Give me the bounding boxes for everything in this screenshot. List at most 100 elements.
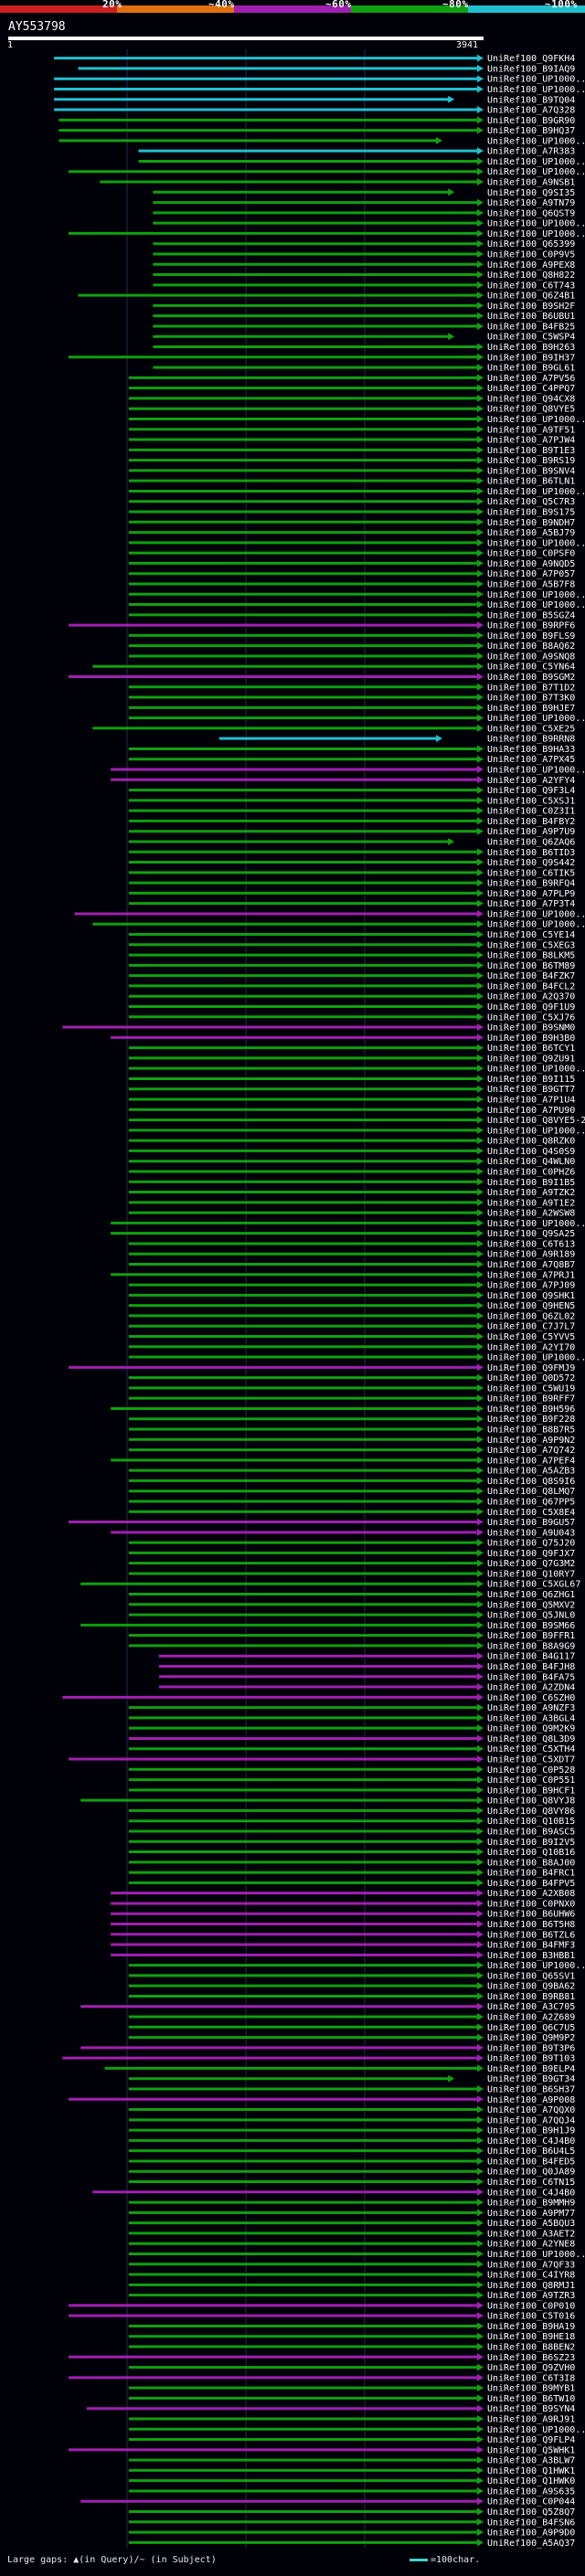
alignment-arrow-103 xyxy=(477,1106,484,1114)
hit-label-99: UniRef100_UP1000.. xyxy=(487,1065,585,1075)
alignment-arrow-220 xyxy=(477,2312,484,2320)
hit-label-91: UniRef100_B4FCL2 xyxy=(487,981,575,991)
hit-label-13: UniRef100_A9NSB1 xyxy=(487,178,575,188)
alignment-arrow-92 xyxy=(477,992,484,1001)
hit-label-117: UniRef100_A9R189 xyxy=(487,1250,575,1260)
alignment-arrow-104 xyxy=(477,1116,484,1124)
hit-label-27: UniRef100_B4FB25 xyxy=(487,322,575,332)
hit-label-185: UniRef100_B3HBB1 xyxy=(487,1951,575,1961)
alignment-arrow-32 xyxy=(477,374,484,382)
alignment-arrow-24 xyxy=(477,292,484,300)
hit-label-189: UniRef100_B9RB81 xyxy=(487,1992,575,2002)
alignment-arrow-173 xyxy=(477,1827,484,1835)
hit-label-45: UniRef100_B9S175 xyxy=(487,508,575,518)
hit-label-199: UniRef100_A9P008 xyxy=(487,2095,575,2105)
alignment-arrow-56 xyxy=(477,621,484,630)
hit-label-172: UniRef100_Q10B15 xyxy=(487,1817,575,1827)
alignment-arrow-4 xyxy=(477,85,484,93)
hit-label-145: UniRef100_Q75J20 xyxy=(487,1539,575,1549)
hit-label-156: UniRef100_B4G117 xyxy=(487,1652,575,1662)
hit-label-230: UniRef100_A9RJ91 xyxy=(487,2414,575,2424)
hit-label-84: UniRef100_UP1000.. xyxy=(487,909,585,919)
hit-label-141: UniRef100_Q67PP5 xyxy=(487,1497,575,1507)
alignment-arrow-178 xyxy=(477,1879,484,1887)
hit-label-35: UniRef100_Q8VYE5 xyxy=(487,405,575,415)
alignment-arrow-210 xyxy=(477,2209,484,2217)
alignment-arrow-35 xyxy=(477,405,484,413)
identity-color-legend: 20% ~40% ~60% ~80% ~100% xyxy=(0,0,585,18)
alignment-arrow-161 xyxy=(477,1703,484,1712)
alignment-arrow-21 xyxy=(477,260,484,269)
alignment-arrow-137 xyxy=(477,1456,484,1464)
alignment-arrow-125 xyxy=(477,1332,484,1341)
alignment-arrow-180 xyxy=(477,1899,484,1907)
alignment-arrow-41 xyxy=(477,466,484,474)
query-name: AY553798 xyxy=(8,20,66,34)
alignment-arrow-60 xyxy=(477,663,484,671)
hit-label-229: UniRef100_B9SYN4 xyxy=(487,2404,575,2414)
hit-label-149: UniRef100_C5XGL67 xyxy=(487,1580,580,1590)
hit-label-53: UniRef100_UP1000.. xyxy=(487,590,585,600)
scale-legend-text: =100char. xyxy=(431,2555,481,2565)
alignment-arrow-43 xyxy=(477,487,484,495)
hit-label-15: UniRef100_A9TN79 xyxy=(487,198,575,208)
alignment-arrow-166 xyxy=(477,1755,484,1764)
alignment-arrow-186 xyxy=(477,1961,484,1969)
hit-label-81: UniRef100_B9RFQ4 xyxy=(487,879,575,889)
alignment-arrow-67 xyxy=(436,735,443,743)
alignment-arrow-23 xyxy=(477,281,484,289)
hit-label-112: UniRef100_A9T1E2 xyxy=(487,1198,575,1208)
hit-label-46: UniRef100_B9NDH7 xyxy=(487,518,575,528)
alignment-arrow-10 xyxy=(477,147,484,155)
alignment-arrow-121 xyxy=(477,1291,484,1299)
hit-label-5: UniRef100_B9TQ04 xyxy=(487,95,575,105)
hit-label-240: UniRef100_B4FSN6 xyxy=(487,2518,575,2528)
alignment-arrow-53 xyxy=(477,590,484,599)
alignment-arrow-55 xyxy=(477,610,484,619)
alignment-arrow-227 xyxy=(477,2384,484,2392)
hit-label-164: UniRef100_Q8L3D9 xyxy=(487,1734,575,1744)
hit-label-90: UniRef100_B4FZK7 xyxy=(487,971,575,981)
alignment-arrow-207 xyxy=(477,2178,484,2186)
alignment-arrow-127 xyxy=(477,1353,484,1362)
hit-label-225: UniRef100_Q9ZVH0 xyxy=(487,2363,575,2373)
hit-label-144: UniRef100_A9U043 xyxy=(487,1528,575,1538)
alignment-arrow-13 xyxy=(477,178,484,186)
alignment-arrow-93 xyxy=(477,1002,484,1011)
hit-label-54: UniRef100_UP1000.. xyxy=(487,600,585,610)
alignment-arrow-99 xyxy=(477,1065,484,1073)
hit-label-140: UniRef100_Q8LMQ7 xyxy=(487,1487,575,1497)
hit-label-162: UniRef100_A3BGL4 xyxy=(487,1713,575,1723)
alignment-arrow-174 xyxy=(477,1838,484,1846)
footer-legend: Large gaps: ▲(in Query)/~ (in Subject) =… xyxy=(7,2555,578,2571)
alignment-arrow-37 xyxy=(477,425,484,433)
alignment-arrow-102 xyxy=(477,1096,484,1104)
hit-label-12: UniRef100_UP1000.. xyxy=(487,167,585,177)
hit-label-167: UniRef100_C0P528 xyxy=(487,1765,575,1776)
hit-label-180: UniRef100_C0PNX0 xyxy=(487,1899,575,1909)
hit-label-67: UniRef100_B9RRN8 xyxy=(487,735,575,745)
hit-label-122: UniRef100_Q9HEN5 xyxy=(487,1301,575,1311)
hit-label-104: UniRef100_Q8VYE5-2 xyxy=(487,1116,585,1126)
alignment-arrow-143 xyxy=(477,1518,484,1526)
alignment-arrow-126 xyxy=(477,1342,484,1351)
legend-segment-40 xyxy=(117,5,234,13)
legend-segment-100 xyxy=(468,5,585,13)
alignment-arrow-196 xyxy=(477,2064,484,2072)
hit-label-126: UniRef100_A2YI70 xyxy=(487,1342,575,1352)
query-end-label: 3941 xyxy=(456,40,479,50)
alignment-arrow-14 xyxy=(448,188,455,196)
alignment-arrow-27 xyxy=(477,322,484,330)
alignment-arrow-30 xyxy=(477,353,484,361)
hit-label-217: UniRef100_Q8RMJ1 xyxy=(487,2281,575,2291)
hit-label-212: UniRef100_A3AET2 xyxy=(487,2229,575,2239)
hit-label-165: UniRef100_C5XTH4 xyxy=(487,1744,575,1754)
alignment-arrow-241 xyxy=(477,2528,484,2537)
hit-label-226: UniRef100_C6T3I8 xyxy=(487,2373,575,2383)
alignment-arrow-147 xyxy=(477,1559,484,1567)
alignment-arrow-61 xyxy=(477,673,484,681)
hit-label-120: UniRef100_A7PJ09 xyxy=(487,1281,575,1291)
alignment-arrow-195 xyxy=(477,2054,484,2062)
hit-label-85: UniRef100_UP1000.. xyxy=(487,920,585,930)
hit-label-211: UniRef100_A5BQU3 xyxy=(487,2219,575,2229)
